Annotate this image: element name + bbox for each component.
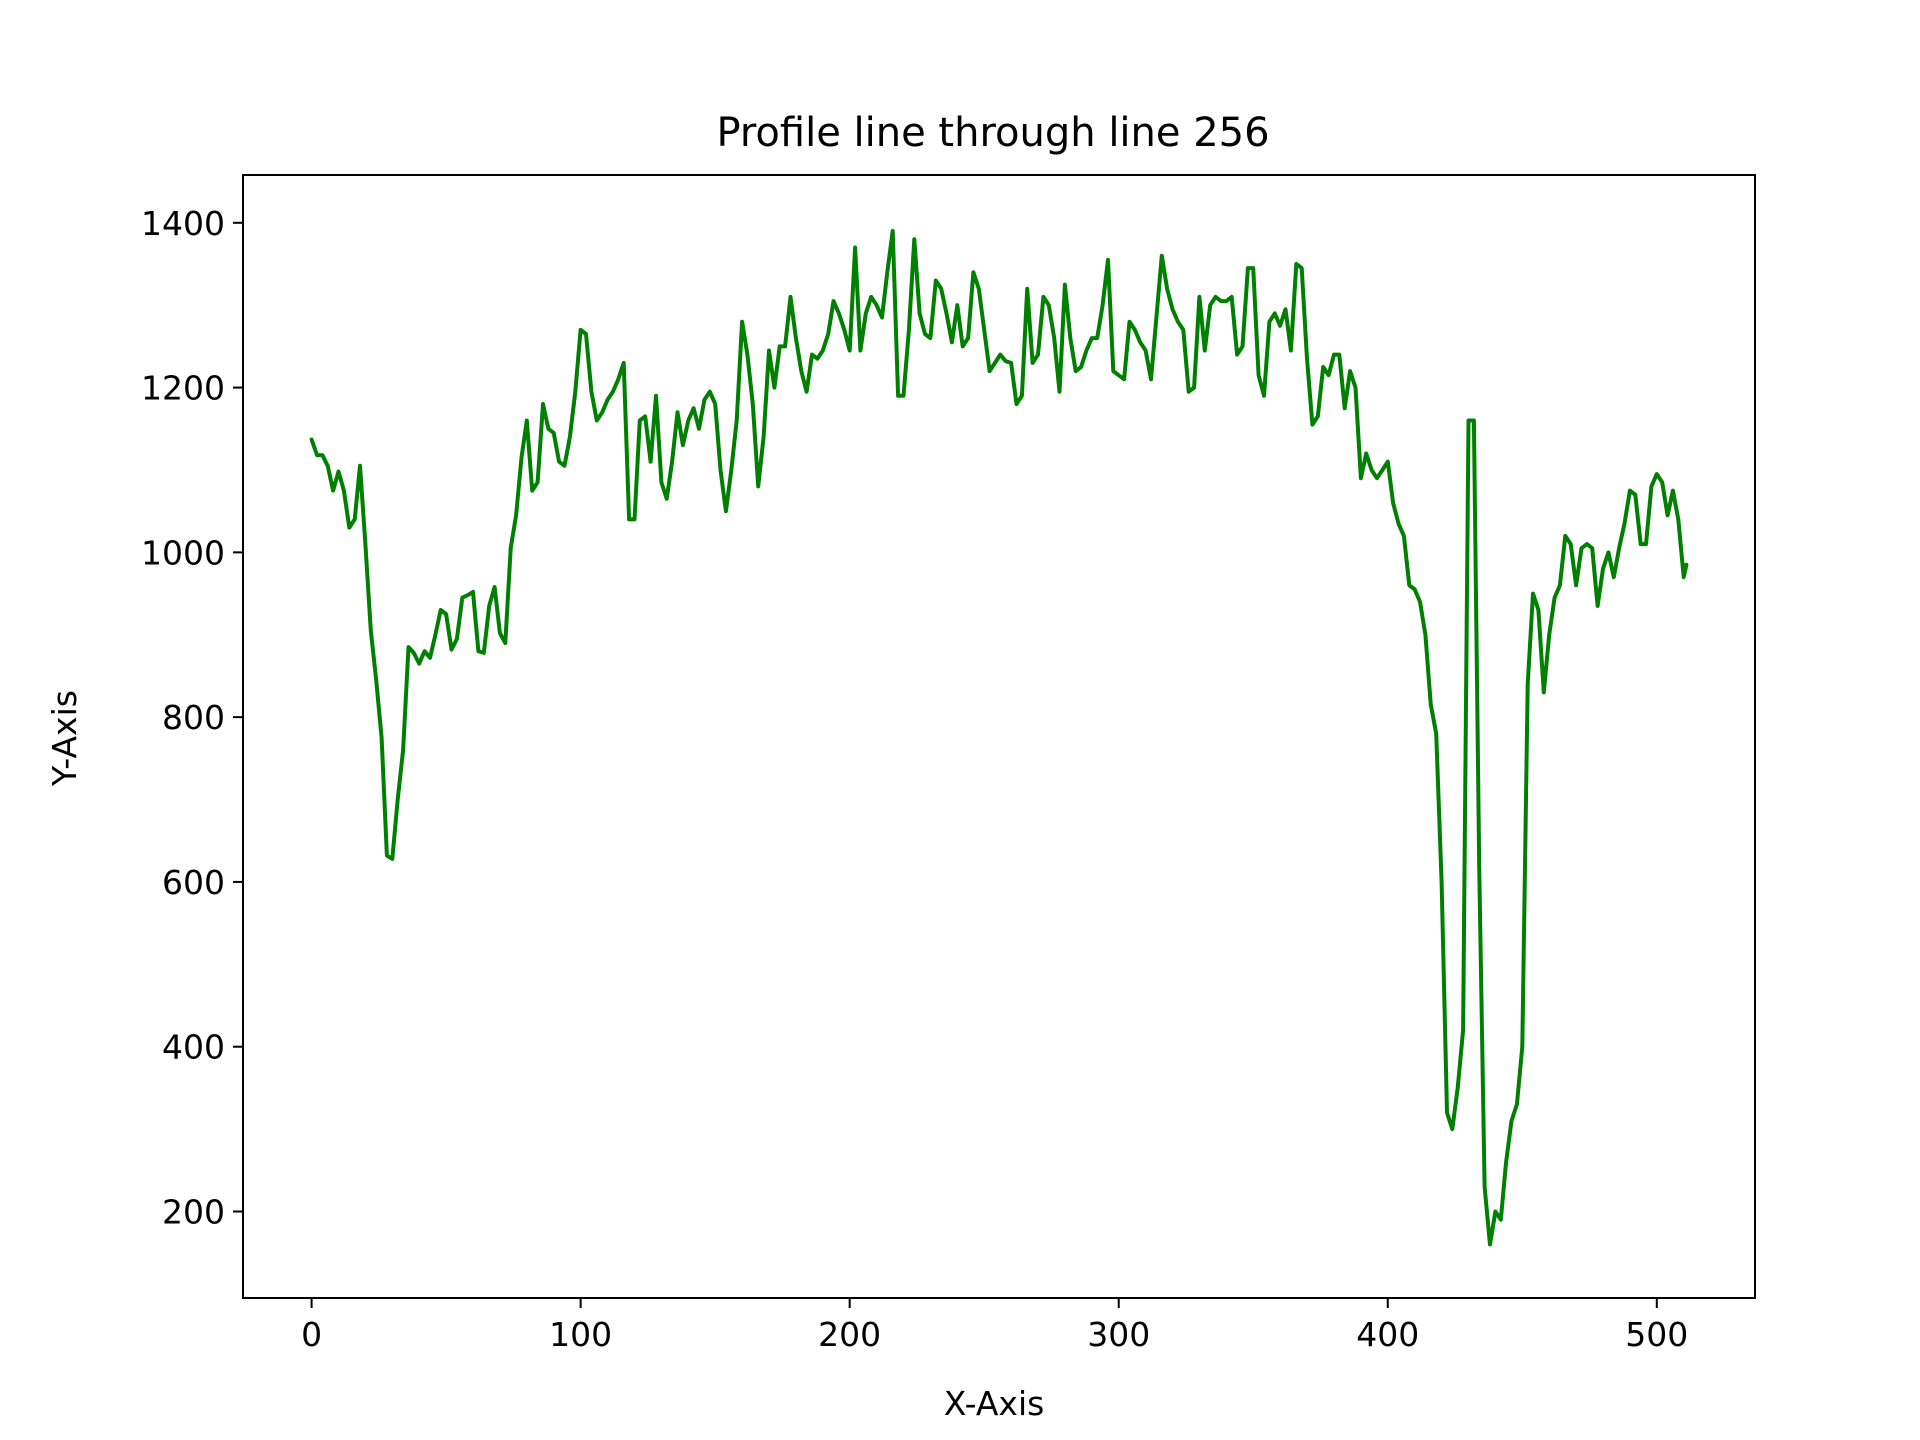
y-axis-ticks: 200 400 600 800 1000 1200 1400 — [141, 204, 243, 1231]
x-tick-label: 300 — [1087, 1315, 1150, 1354]
x-tick-label: 0 — [301, 1315, 322, 1354]
x-tick-label: 100 — [549, 1315, 612, 1354]
y-tick-label: 1000 — [141, 533, 225, 572]
y-tick-label: 1200 — [141, 369, 225, 408]
y-tick-label: 800 — [162, 698, 225, 737]
x-axis-label: X-Axis — [944, 1384, 1045, 1423]
y-tick-label: 400 — [162, 1028, 225, 1067]
x-tick-label: 400 — [1356, 1315, 1419, 1354]
x-tick-label: 500 — [1625, 1315, 1688, 1354]
y-tick-label: 1400 — [141, 204, 225, 243]
x-axis-ticks: 0 100 200 300 400 500 — [301, 1298, 1688, 1354]
plot-frame — [242, 174, 1756, 1299]
chart-title: Profile line through line 256 — [716, 110, 1269, 156]
x-tick-label: 200 — [818, 1315, 881, 1354]
series-line — [309, 229, 1689, 1247]
y-tick-label: 600 — [162, 863, 225, 902]
y-axis-label: Y-Axis — [45, 690, 84, 787]
y-tick-label: 200 — [162, 1192, 225, 1231]
